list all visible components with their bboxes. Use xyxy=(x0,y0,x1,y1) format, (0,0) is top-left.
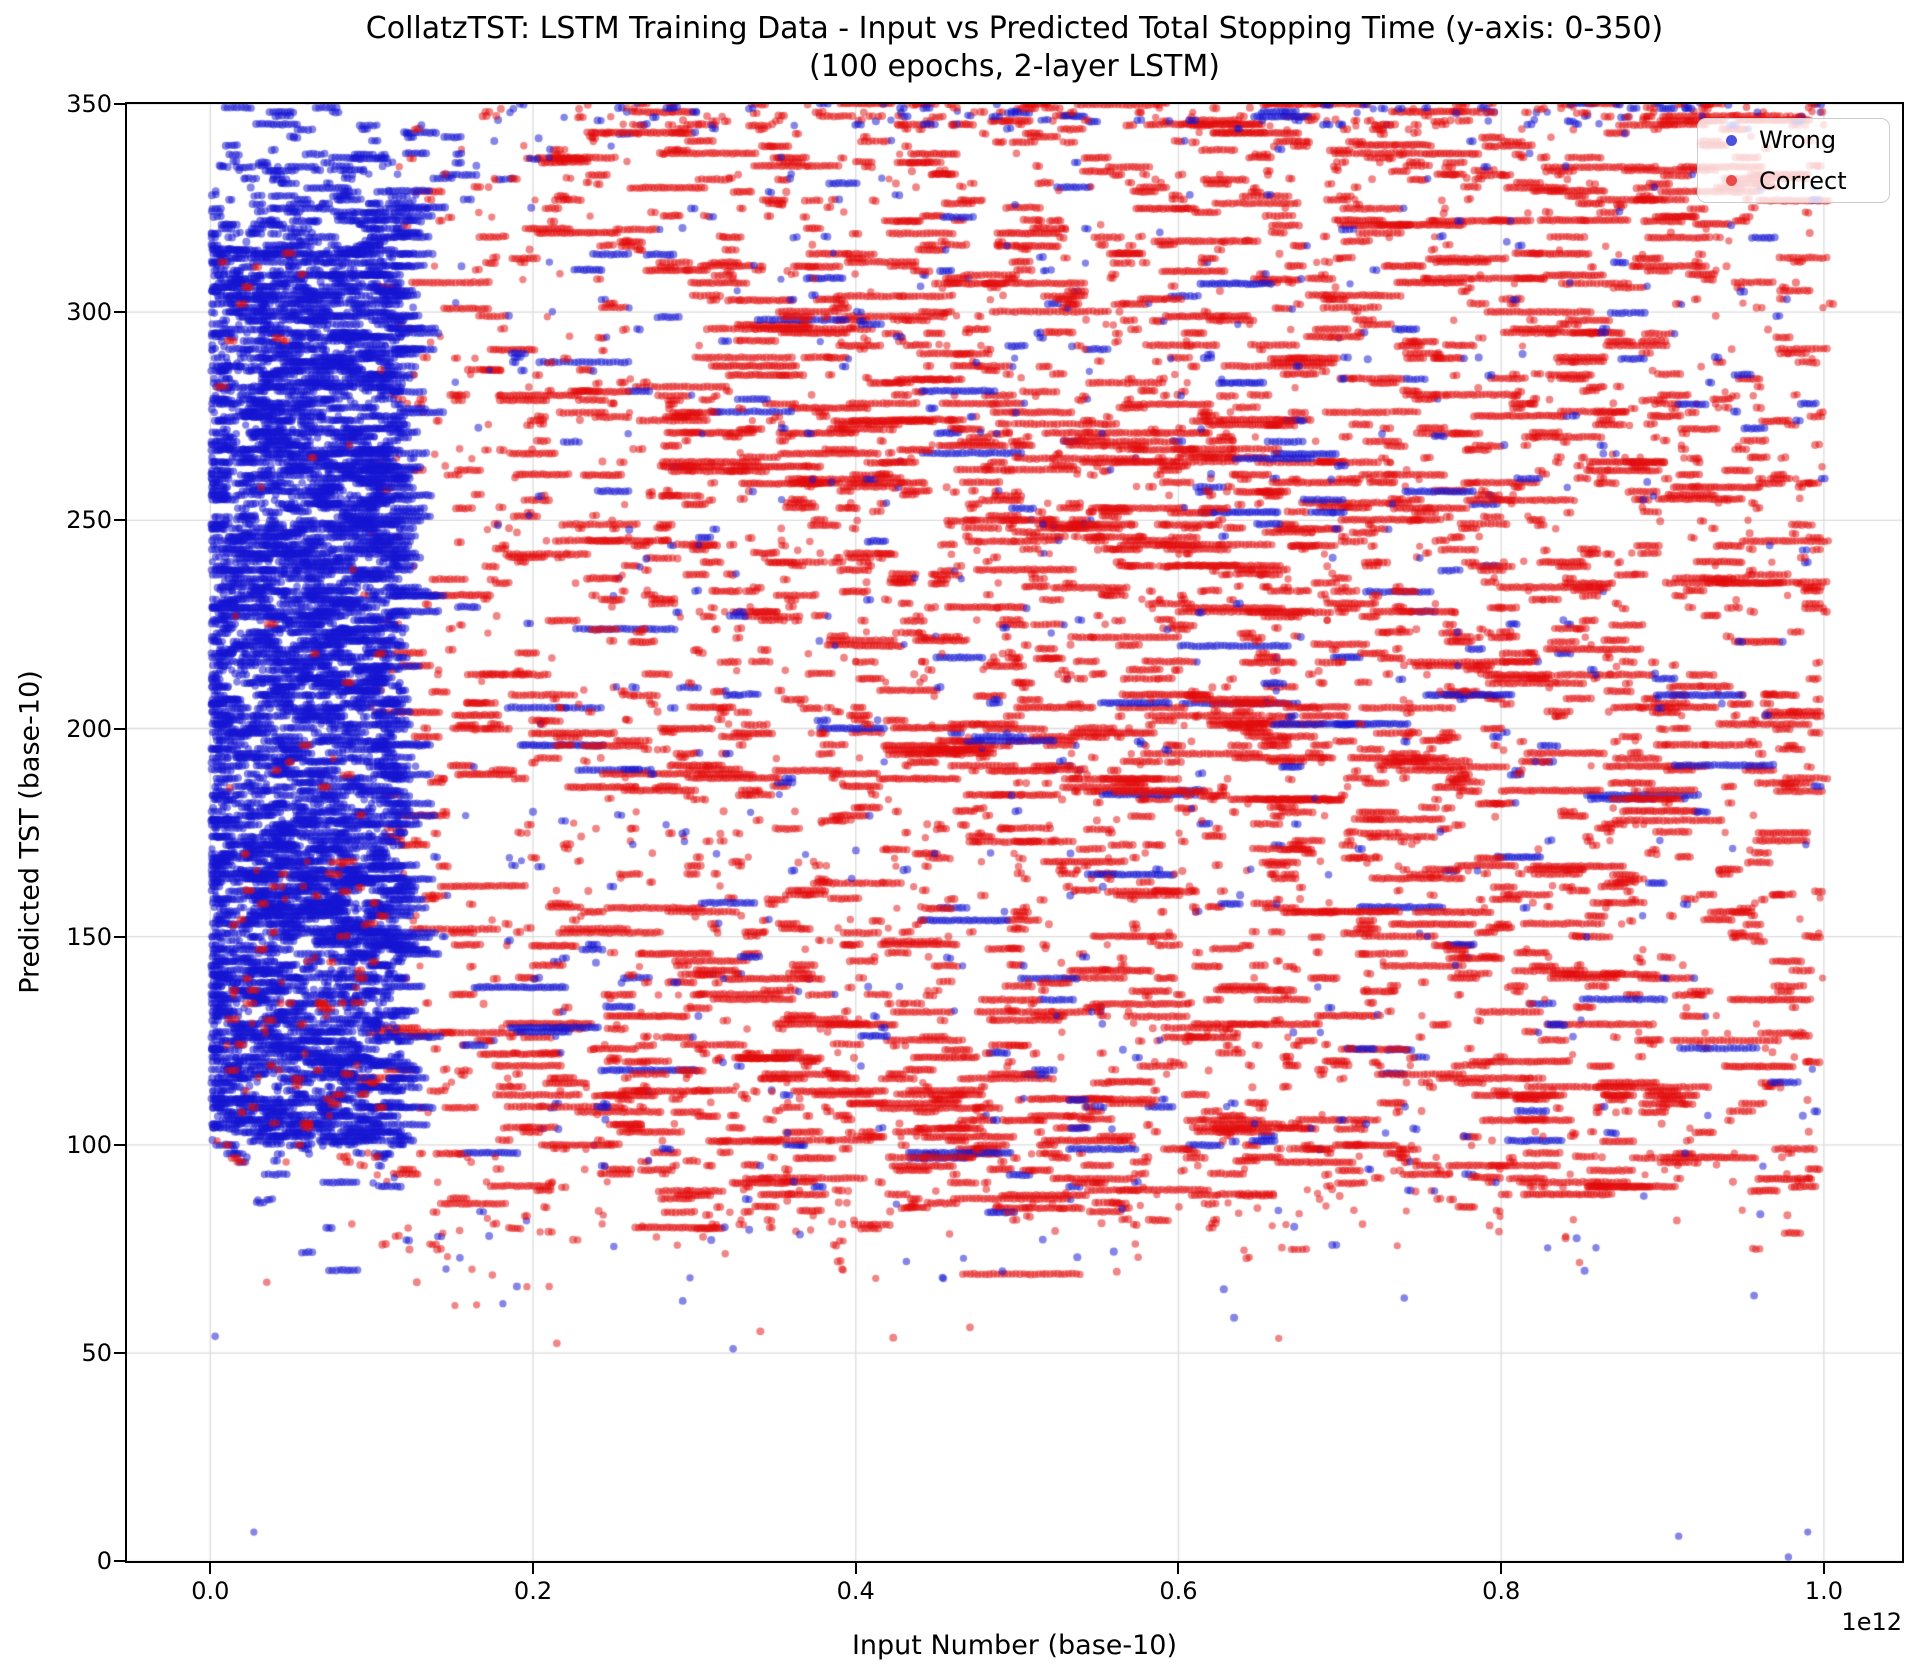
y-tick-mark xyxy=(114,935,126,938)
chart-title-line1: CollatzTST: LSTM Training Data - Input v… xyxy=(365,11,1664,46)
x-tick-label: 1.0 xyxy=(1804,1577,1843,1605)
legend-box: Wrong Correct xyxy=(1697,118,1890,203)
x-tick-mark xyxy=(209,1563,212,1574)
y-tick-label: 0 xyxy=(96,1547,112,1576)
x-tick-label: 0.2 xyxy=(513,1577,553,1605)
y-tick-mark xyxy=(114,102,126,105)
y-tick-label: 250 xyxy=(66,506,112,535)
y-axis-label: Predicted TST (base-10) xyxy=(14,670,46,994)
legend-label-wrong: Wrong xyxy=(1759,126,1837,155)
y-tick-mark xyxy=(114,727,126,730)
correct-marker-icon xyxy=(1726,175,1737,187)
x-tick-label: 0.0 xyxy=(191,1577,230,1605)
y-tick-mark xyxy=(114,311,126,314)
wrong-marker-icon xyxy=(1726,134,1737,146)
x-tick-mark xyxy=(1822,1563,1825,1574)
x-tick-mark xyxy=(1500,1563,1503,1574)
legend-item-correct: Correct xyxy=(1698,162,1889,200)
legend-item-wrong: Wrong xyxy=(1698,121,1889,159)
x-tick-label: 0.6 xyxy=(1159,1577,1198,1605)
x-tick-mark xyxy=(532,1563,535,1574)
y-tick-mark xyxy=(114,1560,126,1563)
legend-label-correct: Correct xyxy=(1759,166,1847,195)
x-tick-mark xyxy=(1177,1563,1180,1574)
x-tick-label: 0.8 xyxy=(1482,1577,1521,1605)
x-tick-mark xyxy=(854,1563,857,1574)
chart-title: CollatzTST: LSTM Training Data - Input v… xyxy=(127,10,1902,86)
y-tick-label: 200 xyxy=(66,714,112,743)
y-tick-mark xyxy=(114,519,126,522)
y-tick-label: 300 xyxy=(66,298,112,327)
chart-title-line2: (100 epochs, 2-layer LSTM) xyxy=(809,49,1220,84)
y-tick-label: 350 xyxy=(66,89,112,118)
y-tick-label: 100 xyxy=(66,1130,112,1159)
y-tick-mark xyxy=(114,1352,126,1355)
y-tick-mark xyxy=(114,1143,126,1146)
x-axis-label: Input Number (base-10) xyxy=(851,1630,1178,1661)
x-tick-label: 0.4 xyxy=(836,1577,875,1605)
y-tick-label: 150 xyxy=(66,922,112,951)
y-tick-label: 50 xyxy=(81,1339,112,1368)
plot-canvas xyxy=(127,104,1902,1561)
axis-offset-label: 1e12 xyxy=(1841,1608,1902,1636)
